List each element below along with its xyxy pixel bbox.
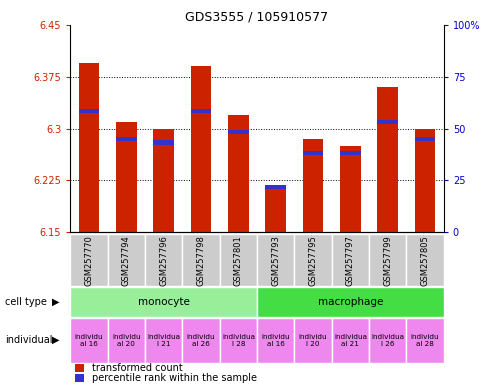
Bar — [153, 141, 174, 144]
Text: GSM257793: GSM257793 — [271, 235, 280, 286]
Bar — [78, 109, 99, 113]
Bar — [145, 234, 182, 286]
Bar — [227, 115, 248, 232]
Bar — [414, 137, 435, 141]
Text: individu
al 26: individu al 26 — [186, 334, 215, 347]
Bar — [257, 234, 294, 286]
Bar — [406, 318, 443, 363]
Text: GSM257799: GSM257799 — [382, 235, 392, 286]
Bar — [107, 318, 145, 363]
Bar — [182, 234, 219, 286]
Bar — [294, 318, 331, 363]
Bar — [70, 287, 257, 317]
Bar — [190, 66, 211, 232]
Bar — [377, 87, 397, 232]
Text: cell type: cell type — [5, 297, 46, 307]
Text: individu
al 20: individu al 20 — [112, 334, 140, 347]
Text: ▶: ▶ — [52, 297, 60, 307]
Text: GSM257797: GSM257797 — [345, 235, 354, 286]
Bar — [227, 130, 248, 134]
Text: individual: individual — [5, 335, 52, 345]
Text: GSM257795: GSM257795 — [308, 235, 317, 286]
Text: individua
l 26: individua l 26 — [370, 334, 404, 347]
Bar — [116, 122, 136, 232]
Bar — [182, 318, 219, 363]
Bar — [339, 146, 360, 232]
Bar — [377, 120, 397, 124]
Bar — [190, 109, 211, 113]
Bar — [70, 234, 107, 286]
Bar — [78, 63, 99, 232]
Bar — [75, 374, 84, 382]
Text: transformed count: transformed count — [91, 363, 182, 373]
Text: GSM257805: GSM257805 — [420, 235, 429, 286]
Bar — [265, 185, 286, 189]
Text: individu
al 16: individu al 16 — [261, 334, 289, 347]
Bar — [302, 139, 323, 232]
Bar — [153, 129, 174, 232]
Bar — [331, 234, 368, 286]
Bar — [219, 234, 257, 286]
Text: percentile rank within the sample: percentile rank within the sample — [91, 373, 256, 383]
Bar — [414, 129, 435, 232]
Text: GSM257798: GSM257798 — [196, 235, 205, 286]
Bar — [406, 234, 443, 286]
Bar — [107, 234, 145, 286]
Text: individua
al 21: individua al 21 — [333, 334, 366, 347]
Text: individu
al 28: individu al 28 — [410, 334, 439, 347]
Bar — [302, 151, 323, 155]
Bar — [368, 234, 406, 286]
Text: individua
l 28: individua l 28 — [221, 334, 255, 347]
Text: monocyte: monocyte — [137, 297, 189, 307]
Text: individu
l 20: individu l 20 — [298, 334, 327, 347]
Bar — [219, 318, 257, 363]
Bar — [116, 137, 136, 141]
Text: ▶: ▶ — [52, 335, 60, 345]
Bar — [368, 318, 406, 363]
Bar — [294, 234, 331, 286]
Text: macrophage: macrophage — [317, 297, 382, 307]
Text: individua
l 21: individua l 21 — [147, 334, 180, 347]
Text: GSM257794: GSM257794 — [121, 235, 131, 286]
Text: GSM257801: GSM257801 — [233, 235, 242, 286]
Bar — [265, 187, 286, 232]
Bar — [257, 287, 443, 317]
Bar — [70, 318, 107, 363]
Bar — [145, 318, 182, 363]
Text: GSM257796: GSM257796 — [159, 235, 168, 286]
Bar — [257, 318, 294, 363]
Text: GSM257770: GSM257770 — [84, 235, 93, 286]
Text: individu
al 16: individu al 16 — [75, 334, 103, 347]
Title: GDS3555 / 105910577: GDS3555 / 105910577 — [185, 11, 328, 24]
Bar — [331, 318, 368, 363]
Bar — [75, 364, 84, 372]
Bar — [339, 151, 360, 155]
